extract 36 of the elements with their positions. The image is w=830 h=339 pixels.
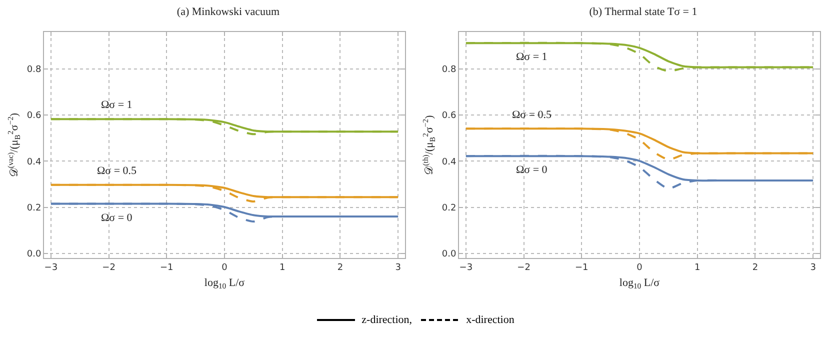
x-axis-title: log$_{10}$ L/σ xyxy=(619,277,660,290)
y-tick-label: 0.4 xyxy=(26,157,42,168)
y-tick-label: 0.6 xyxy=(26,111,42,122)
x-tick-label: −1 xyxy=(160,262,174,273)
series-label: Ωσ = 0 xyxy=(101,212,133,224)
series-label: Ωσ = 1 xyxy=(101,99,132,111)
y-tick-label: 0.8 xyxy=(26,65,42,76)
series-label: Ωσ = 0 xyxy=(516,164,548,176)
x-tick-label: 2 xyxy=(337,262,344,273)
y-tick-label: 0.4 xyxy=(442,157,456,168)
x-tick-label: 3 xyxy=(810,262,816,273)
y-tick-label: 0.8 xyxy=(442,65,456,76)
x-tick-label: 3 xyxy=(395,262,401,273)
x-axis-title: log$_{10}$ L/σ xyxy=(204,277,245,290)
y-tick-label: 0.0 xyxy=(26,250,42,260)
text: z-direction, xyxy=(362,314,412,326)
x-tick-label: −2 xyxy=(517,262,530,273)
y-tick-label: 0.2 xyxy=(26,203,42,214)
chart-title: (a) Minkowski vacuum xyxy=(176,6,280,18)
x-tick-label: 1 xyxy=(279,262,286,273)
x-tick-label: 0 xyxy=(636,262,643,273)
x-tick-label: −1 xyxy=(575,262,588,273)
x-tick-label: −3 xyxy=(459,262,473,273)
x-tick-label: 2 xyxy=(752,262,758,273)
x-tick-label: 1 xyxy=(694,262,700,273)
y-tick-label: 0.6 xyxy=(442,111,456,122)
x-tick-label: −3 xyxy=(44,262,58,273)
series-label: Ωσ = 1 xyxy=(516,51,548,63)
y-tick-label: 0.0 xyxy=(442,250,456,260)
x-tick-label: 0 xyxy=(222,262,228,273)
chart-title: (b) Thermal state Tσ = 1 xyxy=(589,6,698,18)
x-tick-label: −2 xyxy=(102,262,116,273)
series-label: Ωσ = 0.5 xyxy=(97,165,138,177)
y-tick-label: 0.2 xyxy=(442,203,456,214)
text: x-direction xyxy=(466,314,514,326)
series-label: Ωσ = 0.5 xyxy=(512,109,552,121)
